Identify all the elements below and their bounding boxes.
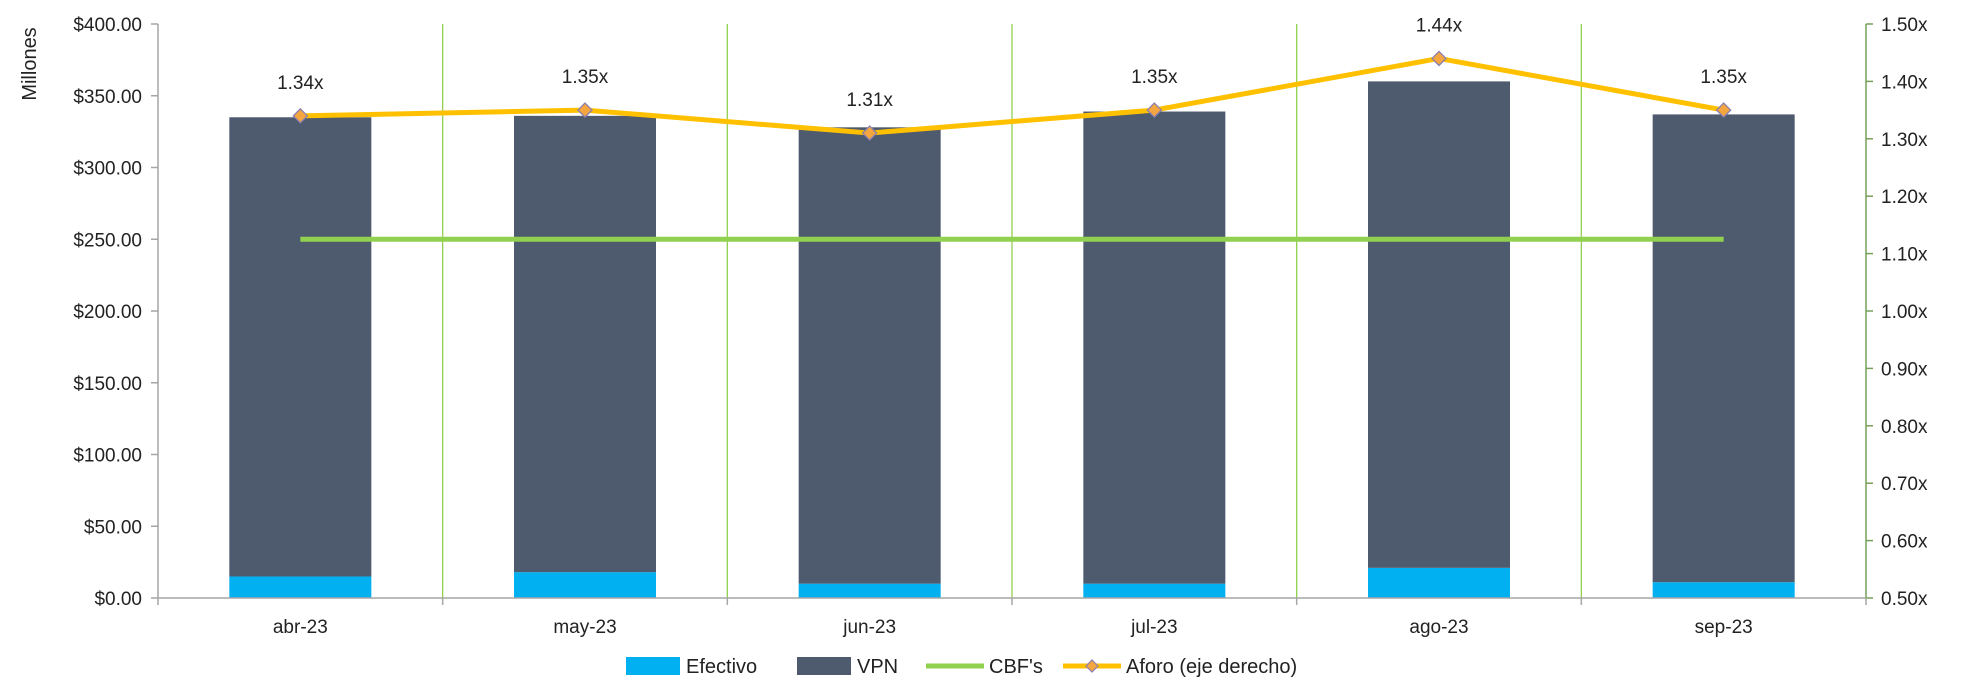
- aforo-marker: [861, 125, 878, 141]
- aforo-marker: [577, 102, 593, 119]
- right-tick-label: 0.50x: [1881, 589, 1928, 610]
- aforo-marker: [1715, 102, 1732, 119]
- right-tick-label: 1.10x: [1881, 245, 1928, 266]
- aforo-data-label: 1.34x: [277, 73, 324, 94]
- x-tick-label: may-23: [553, 617, 616, 638]
- legend-label: VPN: [857, 656, 898, 678]
- left-tick-label: $150.00: [73, 374, 142, 395]
- aforo-marker: [1146, 102, 1163, 119]
- legend-label: Efectivo: [686, 656, 757, 678]
- bar-efectivo: [1083, 583, 1226, 598]
- right-tick-label: 1.30x: [1881, 130, 1928, 151]
- left-tick-label: $350.00: [73, 87, 142, 108]
- x-tick-label: abr-23: [273, 617, 328, 638]
- line-aforo-eje-derecho-: [300, 55, 1725, 136]
- right-tick-label: 1.40x: [1881, 72, 1928, 93]
- aforo-marker: [1431, 50, 1447, 67]
- bar-vpn: [229, 117, 372, 577]
- right-tick-label: 0.90x: [1881, 359, 1928, 380]
- right-tick-label: 1.00x: [1881, 302, 1928, 323]
- axes: $0.00 $50.00 $100.00 $150.00 $200.00 $250.00 $…: [73, 15, 1928, 638]
- legend-swatch: [797, 657, 851, 675]
- left-tick-label: $200.00: [73, 302, 142, 323]
- bar-efectivo: [229, 576, 372, 598]
- legend-marker: [1085, 659, 1099, 673]
- x-tick-label: ago-23: [1409, 617, 1468, 638]
- aforo-data-label: 1.44x: [1416, 15, 1463, 36]
- aforo-marker: [292, 107, 309, 124]
- left-tick-label: $300.00: [73, 159, 142, 180]
- bar-vpn: [798, 127, 941, 584]
- bar-vpn: [514, 115, 656, 573]
- right-tick-label: 0.80x: [1881, 417, 1928, 438]
- right-tick-label: 1.20x: [1881, 187, 1928, 208]
- bar-vpn: [1083, 111, 1226, 584]
- bar-efectivo: [798, 583, 941, 598]
- data-labels: 1.34x 1.35x 1.31x 1.35x 1.44x 1.35x: [277, 15, 1747, 111]
- bar-vpn: [1368, 81, 1510, 568]
- x-tick-label: jul-23: [1130, 617, 1177, 638]
- left-tick-label: $100.00: [73, 446, 142, 467]
- left-tick-label: $0.00: [94, 589, 142, 610]
- bar-efectivo: [514, 572, 656, 598]
- aforo-data-label: 1.35x: [1131, 67, 1178, 88]
- aforo-data-label: 1.35x: [1700, 67, 1747, 88]
- bar-vpn: [1652, 114, 1795, 583]
- left-tick-label: $250.00: [73, 230, 142, 251]
- aforo-data-label: 1.31x: [846, 90, 893, 111]
- left-tick-label: $400.00: [73, 15, 142, 36]
- y-axis-title: Millones: [19, 27, 41, 100]
- right-tick-label: 0.60x: [1881, 532, 1928, 553]
- legend: Efectivo VPN CBF's Aforo (eje derecho): [626, 656, 1297, 678]
- bar-efectivo: [1368, 567, 1510, 598]
- legend-label: Aforo (eje derecho): [1126, 656, 1297, 678]
- legend-swatch: [626, 657, 680, 675]
- right-tick-label: 0.70x: [1881, 474, 1928, 495]
- bar-efectivo: [1652, 582, 1795, 598]
- legend-label: CBF's: [989, 656, 1043, 678]
- x-tick-label: sep-23: [1695, 617, 1753, 638]
- x-tick-label: jun-23: [842, 617, 896, 638]
- left-tick-label: $50.00: [84, 517, 142, 538]
- aforo-data-label: 1.35x: [562, 67, 609, 88]
- right-tick-label: 1.50x: [1881, 15, 1928, 36]
- lines: [292, 50, 1732, 242]
- bars: [229, 81, 1795, 598]
